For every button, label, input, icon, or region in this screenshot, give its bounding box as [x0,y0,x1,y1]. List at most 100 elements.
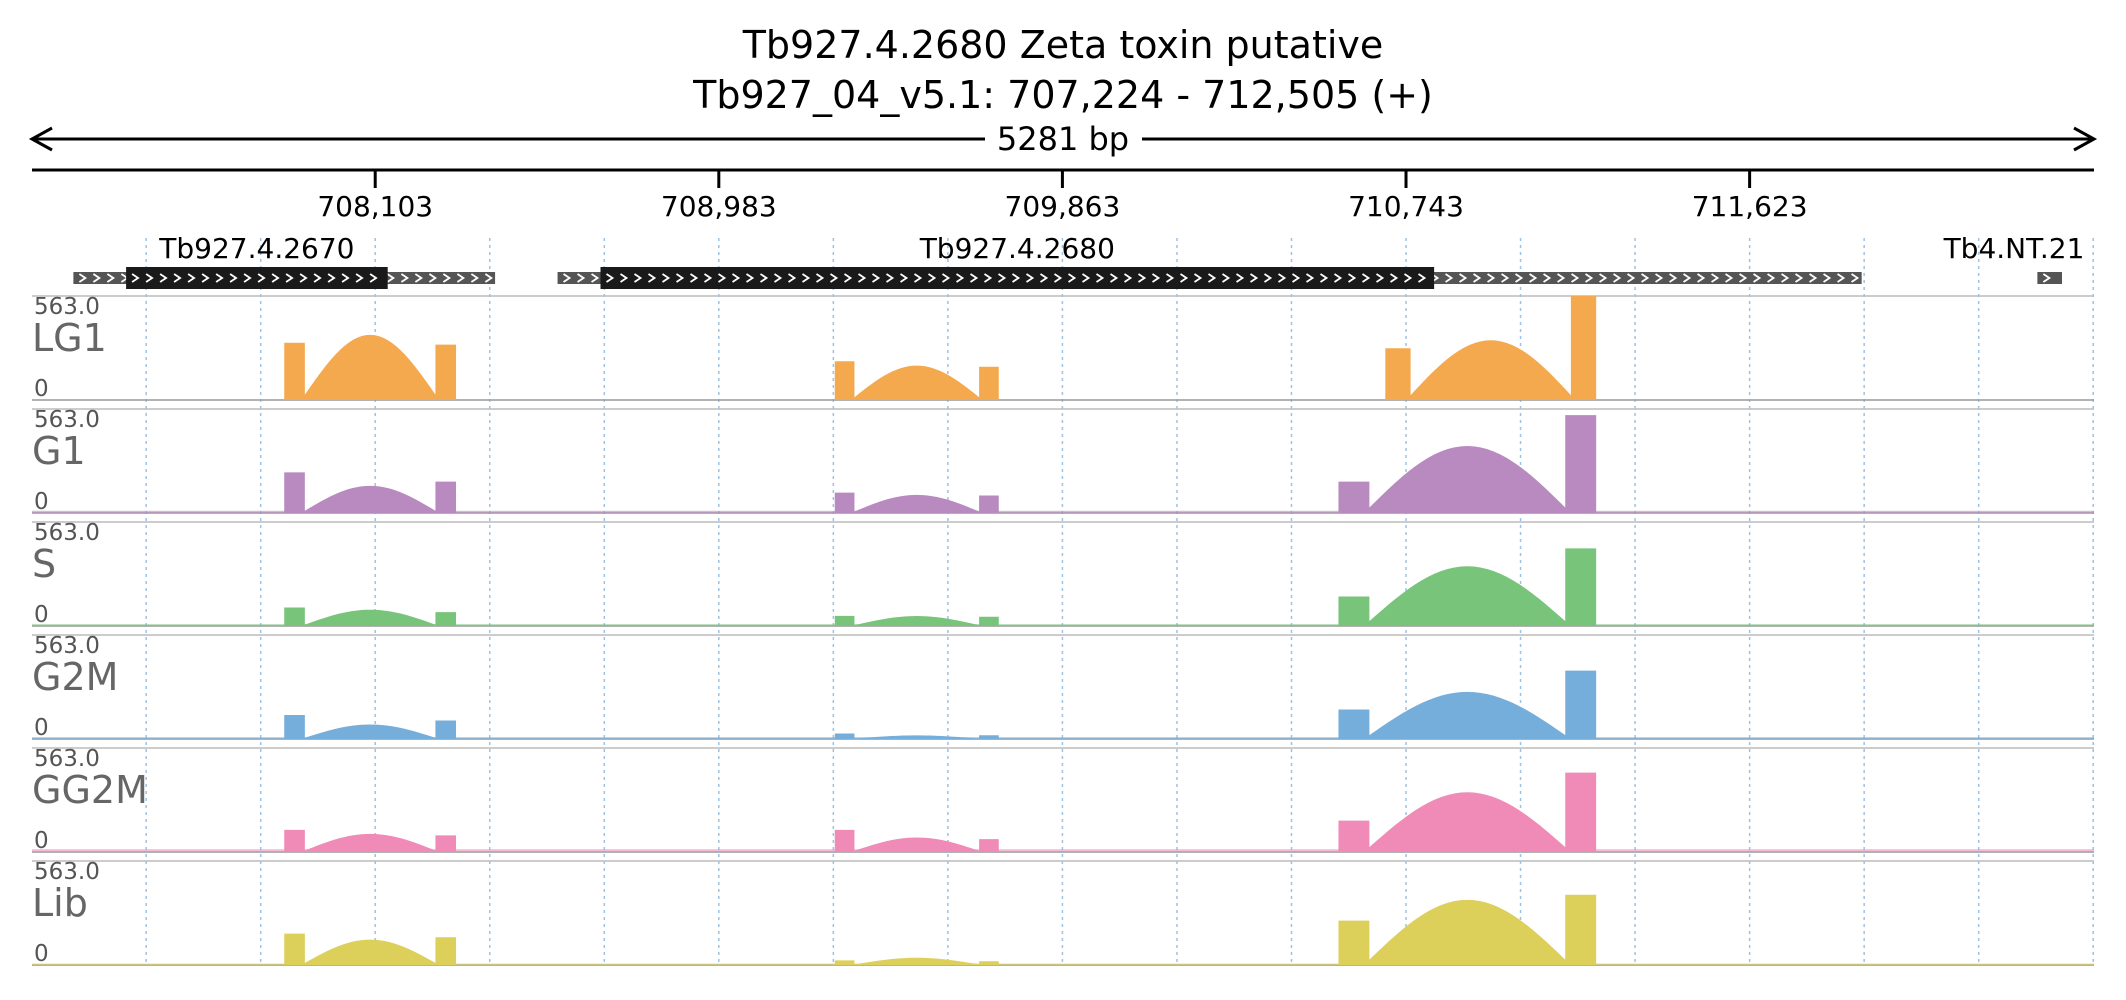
track-min-label: 0 [34,941,49,967]
strand-chevron [1082,273,1091,283]
track-name: S [32,542,56,586]
strand-chevron [313,273,322,283]
strand-chevron [1040,273,1049,283]
chart-subtitle: Tb927_04_v5.1: 707,224 - 712,505 (+) [692,73,1433,117]
strand-chevron [746,273,755,283]
strand-chevron [327,273,336,283]
strand-chevron [1571,273,1580,283]
strand-chevron [1781,273,1790,283]
strand-chevron [830,273,839,283]
coverage-background [32,510,2094,513]
strand-chevron [1012,273,1021,283]
strand-chevron [1124,273,1133,283]
strand-chevron [816,273,825,283]
strand-chevron [1445,273,1454,283]
strand-chevron [299,273,308,283]
strand-chevron [145,273,154,283]
strand-chevron [774,273,783,283]
strand-chevron [998,273,1007,283]
strand-chevron [704,273,713,283]
strand-chevron [1543,273,1552,283]
coverage-tracks: 563.00LG1563.00G1563.00S563.00G2M563.00G… [32,294,2094,967]
coverage-area [1338,894,1597,965]
strand-chevron [1418,273,1427,283]
strand-chevron [1390,273,1399,283]
strand-chevron [1362,273,1371,283]
span-length-label: 5281 bp [997,120,1129,158]
track-name: G2M [32,655,118,699]
strand-chevron [844,273,853,283]
gene-label: Tb4.NT.21 [1943,232,2085,265]
coverage-background [32,849,2094,852]
track-name: G1 [32,429,86,473]
coverage-area [834,829,999,852]
strand-chevron [956,273,965,283]
coverage-area [834,615,999,626]
strand-chevron [369,273,378,283]
track-min-label: 0 [34,489,49,515]
strand-chevron [285,273,294,283]
coverage-area [284,933,457,965]
strand-chevron [690,273,699,283]
strand-chevron [1837,273,1846,283]
gene-cds [126,267,388,289]
strand-chevron [1264,273,1273,283]
strand-chevron [414,273,424,283]
coverage-area [1338,670,1597,739]
coverage-area [284,607,457,626]
strand-chevron [914,273,923,283]
strand-chevron [788,273,797,283]
strand-chevron [484,273,494,283]
strand-chevron [173,273,182,283]
strand-chevron [970,273,979,283]
gene-label: Tb927.4.2670 [158,232,354,265]
strand-chevron [577,273,586,283]
strand-chevron [1026,273,1035,283]
strand-chevron [676,273,685,283]
coverage-area [1385,296,1597,400]
strand-chevron [1473,273,1482,283]
strand-chevron [187,273,196,283]
strand-chevron [591,273,600,283]
strand-chevron [243,273,252,283]
x-tick-label: 711,623 [1692,190,1808,223]
strand-chevron [620,273,629,283]
strand-chevron [760,273,769,283]
strand-chevron [1278,273,1287,283]
strand-chevron [1376,273,1385,283]
strand-chevron [1292,273,1301,283]
strand-chevron [1110,273,1119,283]
strand-chevron [355,273,364,283]
strand-chevron [1739,273,1748,283]
strand-chevron [1851,273,1860,283]
strand-chevron [984,273,993,283]
strand-chevron [341,273,350,283]
track-name: Lib [32,881,88,925]
x-tick-label: 710,743 [1348,190,1464,223]
strand-chevron [1054,273,1063,283]
strand-chevron [1334,273,1343,283]
strand-chevron [1585,273,1594,283]
x-tick-label: 708,103 [317,190,433,223]
span-arrow: 5281 bp [28,120,2098,158]
strand-chevron [1096,273,1105,283]
strand-chevron [563,273,572,283]
coverage-background [32,963,2094,965]
strand-chevron [900,273,909,283]
x-axis: 708,103 708,983 709,863 710,743 711,623 [32,168,2094,223]
strand-chevron [1697,273,1706,283]
strand-chevron [78,273,88,283]
strand-chevron [456,273,466,283]
coverage-area [834,957,999,965]
strand-chevron [428,273,438,283]
strand-chevron [1194,273,1203,283]
coverage-area [1338,772,1597,852]
track-max-label: 563.0 [34,407,100,433]
coverage-area [284,334,457,400]
strand-chevron [1320,273,1329,283]
track-max-label: 563.0 [34,294,100,320]
strand-chevron [1404,273,1413,283]
track-max-label: 563.0 [34,633,100,659]
strand-chevron [1823,273,1832,283]
